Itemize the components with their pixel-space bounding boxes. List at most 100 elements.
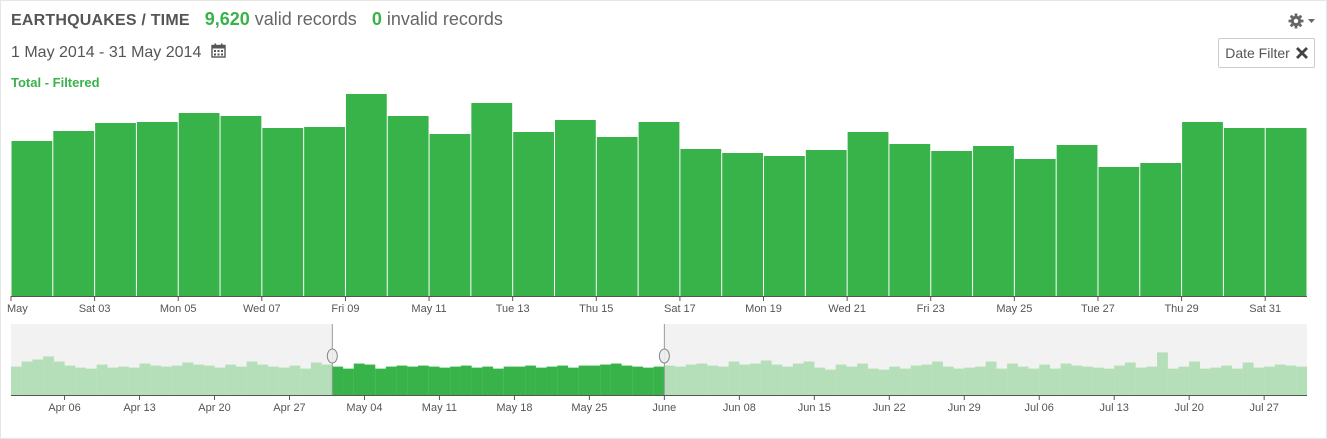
date-range: 1 May 2014 - 31 May 2014 [11,43,227,63]
context-bar [1146,366,1158,395]
context-bar [664,365,676,395]
context-bar [889,366,901,395]
context-bar [1092,367,1104,395]
context-bar [846,366,858,395]
context-bar [418,365,429,395]
context-bar [1253,367,1265,395]
context-bar [268,366,279,395]
brush-handle-right[interactable] [332,348,338,364]
context-x-tick-label: May 25 [571,402,607,414]
context-bar [428,366,440,395]
context-bar [792,363,804,395]
context-x-tick-label: Jun 22 [873,402,906,414]
context-bar [21,361,33,395]
context-bar [75,367,87,395]
context-bar [610,363,622,395]
context-bar [857,363,868,395]
context-bar [53,361,65,395]
context-bar [621,365,633,395]
header: EARTHQUAKES / TIME 9,620 valid records 0… [11,9,503,33]
context-bar [364,364,376,395]
context-x-tick-label: Jun 15 [798,402,831,414]
context-bar [974,366,986,395]
context-bar [64,365,76,395]
context-bar [32,359,44,395]
context-bar [685,364,697,395]
context-bar [96,364,108,395]
context-bar [696,363,708,395]
context-bar [171,365,183,395]
context-bar [1060,363,1072,395]
context-bar [707,365,719,395]
context-bar [150,365,162,395]
context-bar [589,365,601,395]
context-x-tick-label: Apr 20 [198,402,230,414]
context-bar [1189,361,1200,395]
context-bar [825,369,836,395]
context-bar [1167,368,1179,395]
close-icon[interactable] [1295,47,1308,59]
context-bar [546,366,558,395]
context-bar [1135,367,1147,395]
context-bar [503,366,515,395]
settings-menu[interactable] [1288,13,1316,29]
context-bar [1264,366,1275,395]
context-x-tick-label: Jun 29 [948,402,981,414]
context-bar [1199,368,1211,395]
context-bar [214,367,226,395]
context-bar [471,367,483,395]
context-bar [910,365,922,395]
context-bar [921,364,933,395]
brush-handle-left[interactable] [326,348,333,364]
caret-down-icon [1308,19,1315,23]
context-bar [814,367,826,395]
context-bar [332,366,344,395]
invalid-label: invalid records [386,9,503,29]
context-x-tick-label: May 18 [496,402,532,414]
date-range-text: 1 May 2014 - 31 May 2014 [11,44,202,61]
context-bar [193,364,204,395]
context-bar [771,364,783,395]
context-bar [385,366,397,395]
context-bar [1232,368,1243,395]
context-bar [632,366,644,395]
context-bar [278,367,290,395]
context-bar [525,365,536,395]
context-bar [1157,352,1168,395]
context-bar [600,364,611,395]
context-bar [535,367,547,395]
context-bar [1007,363,1018,395]
context-bar [985,361,997,395]
date-filter-button[interactable]: Date Filter [1218,38,1315,68]
context-bar [964,367,976,395]
context-bar [1124,362,1136,395]
context-bar [407,366,419,395]
brush-handle-right[interactable] [664,348,670,364]
brush-handle-left[interactable] [658,348,665,364]
context-bar [728,361,740,395]
context-bar [482,366,494,395]
invalid-count: 0 [371,9,382,29]
context-bar [107,367,119,395]
context-bar [899,368,911,395]
context-bar [321,364,333,395]
context-bar [300,368,312,395]
context-bar [492,368,504,395]
context-x-tick-label: Jul 06 [1025,402,1054,414]
context-bar [567,367,579,395]
context-bar [1028,368,1040,395]
context-bar [653,366,665,395]
context-bar [257,364,269,395]
context-bar [557,365,569,395]
calendar-icon[interactable] [211,43,227,63]
context-bar [246,361,258,395]
context-bar [85,368,97,395]
context-bar [1221,365,1233,395]
main-series-label: Total - Filtered [11,75,100,90]
context-bar [750,363,761,395]
chart-title: EARTHQUAKES / TIME [11,12,190,29]
context-bar [235,366,247,395]
context-bar [642,367,654,395]
